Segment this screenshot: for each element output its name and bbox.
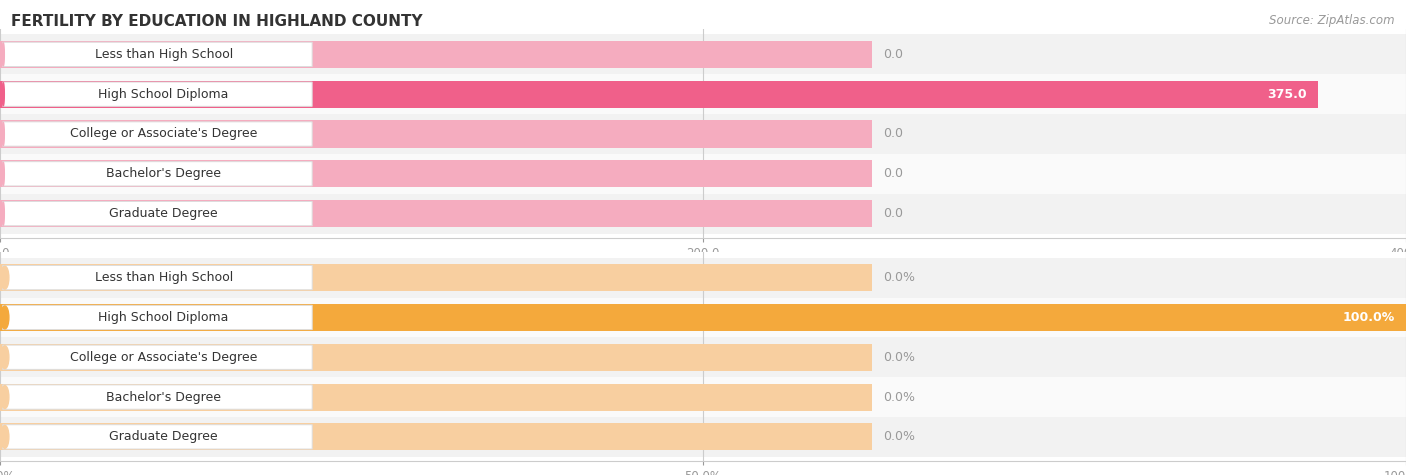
FancyBboxPatch shape	[3, 122, 312, 146]
Text: FERTILITY BY EDUCATION IN HIGHLAND COUNTY: FERTILITY BY EDUCATION IN HIGHLAND COUNT…	[11, 14, 423, 29]
Circle shape	[1, 346, 8, 369]
Text: 0.0%: 0.0%	[883, 430, 915, 443]
Text: Less than High School: Less than High School	[94, 271, 233, 284]
Bar	[0, 337, 1406, 377]
Text: High School Diploma: High School Diploma	[98, 88, 229, 101]
Text: High School Diploma: High School Diploma	[98, 311, 229, 324]
Text: 0.0: 0.0	[883, 127, 903, 141]
FancyBboxPatch shape	[3, 345, 312, 370]
Text: Less than High School: Less than High School	[94, 48, 233, 61]
Text: Bachelor's Degree: Bachelor's Degree	[107, 167, 221, 180]
Bar	[0, 383, 872, 410]
Bar	[0, 35, 1406, 74]
Text: 100.0%: 100.0%	[1343, 311, 1395, 324]
FancyBboxPatch shape	[3, 162, 312, 186]
Circle shape	[1, 266, 8, 289]
FancyBboxPatch shape	[3, 425, 312, 449]
Circle shape	[3, 162, 4, 185]
Bar	[0, 377, 1406, 417]
Bar	[0, 154, 1406, 194]
Text: Bachelor's Degree: Bachelor's Degree	[107, 390, 221, 404]
Text: 0.0: 0.0	[883, 207, 903, 220]
Bar	[0, 423, 872, 450]
Bar	[0, 258, 1406, 297]
Text: Source: ZipAtlas.com: Source: ZipAtlas.com	[1270, 14, 1395, 27]
FancyBboxPatch shape	[3, 266, 312, 290]
Bar	[0, 121, 872, 148]
Bar	[0, 160, 872, 187]
Circle shape	[3, 123, 4, 145]
Text: 0.0%: 0.0%	[883, 271, 915, 284]
FancyBboxPatch shape	[3, 385, 312, 409]
Circle shape	[1, 386, 8, 408]
Bar	[0, 304, 1406, 331]
Text: 0.0: 0.0	[883, 48, 903, 61]
Text: College or Associate's Degree: College or Associate's Degree	[70, 127, 257, 141]
FancyBboxPatch shape	[3, 42, 312, 66]
Bar	[0, 264, 872, 291]
Circle shape	[3, 83, 4, 105]
Circle shape	[1, 426, 8, 448]
Circle shape	[1, 306, 8, 329]
Text: 0.0: 0.0	[883, 167, 903, 180]
Text: College or Associate's Degree: College or Associate's Degree	[70, 351, 257, 364]
Bar	[0, 417, 1406, 457]
Circle shape	[3, 43, 4, 66]
Circle shape	[3, 202, 4, 225]
FancyBboxPatch shape	[3, 305, 312, 330]
Bar	[0, 74, 1406, 114]
FancyBboxPatch shape	[3, 82, 312, 106]
Text: 0.0%: 0.0%	[883, 351, 915, 364]
Bar	[0, 344, 872, 371]
Bar	[0, 114, 1406, 154]
Bar	[0, 200, 872, 227]
Text: Graduate Degree: Graduate Degree	[110, 430, 218, 443]
Bar	[0, 41, 872, 68]
Bar	[0, 297, 1406, 337]
Text: Graduate Degree: Graduate Degree	[110, 207, 218, 220]
Text: 375.0: 375.0	[1267, 88, 1308, 101]
Text: 0.0%: 0.0%	[883, 390, 915, 404]
Bar	[0, 194, 1406, 234]
Bar	[0, 81, 1319, 108]
FancyBboxPatch shape	[3, 201, 312, 226]
